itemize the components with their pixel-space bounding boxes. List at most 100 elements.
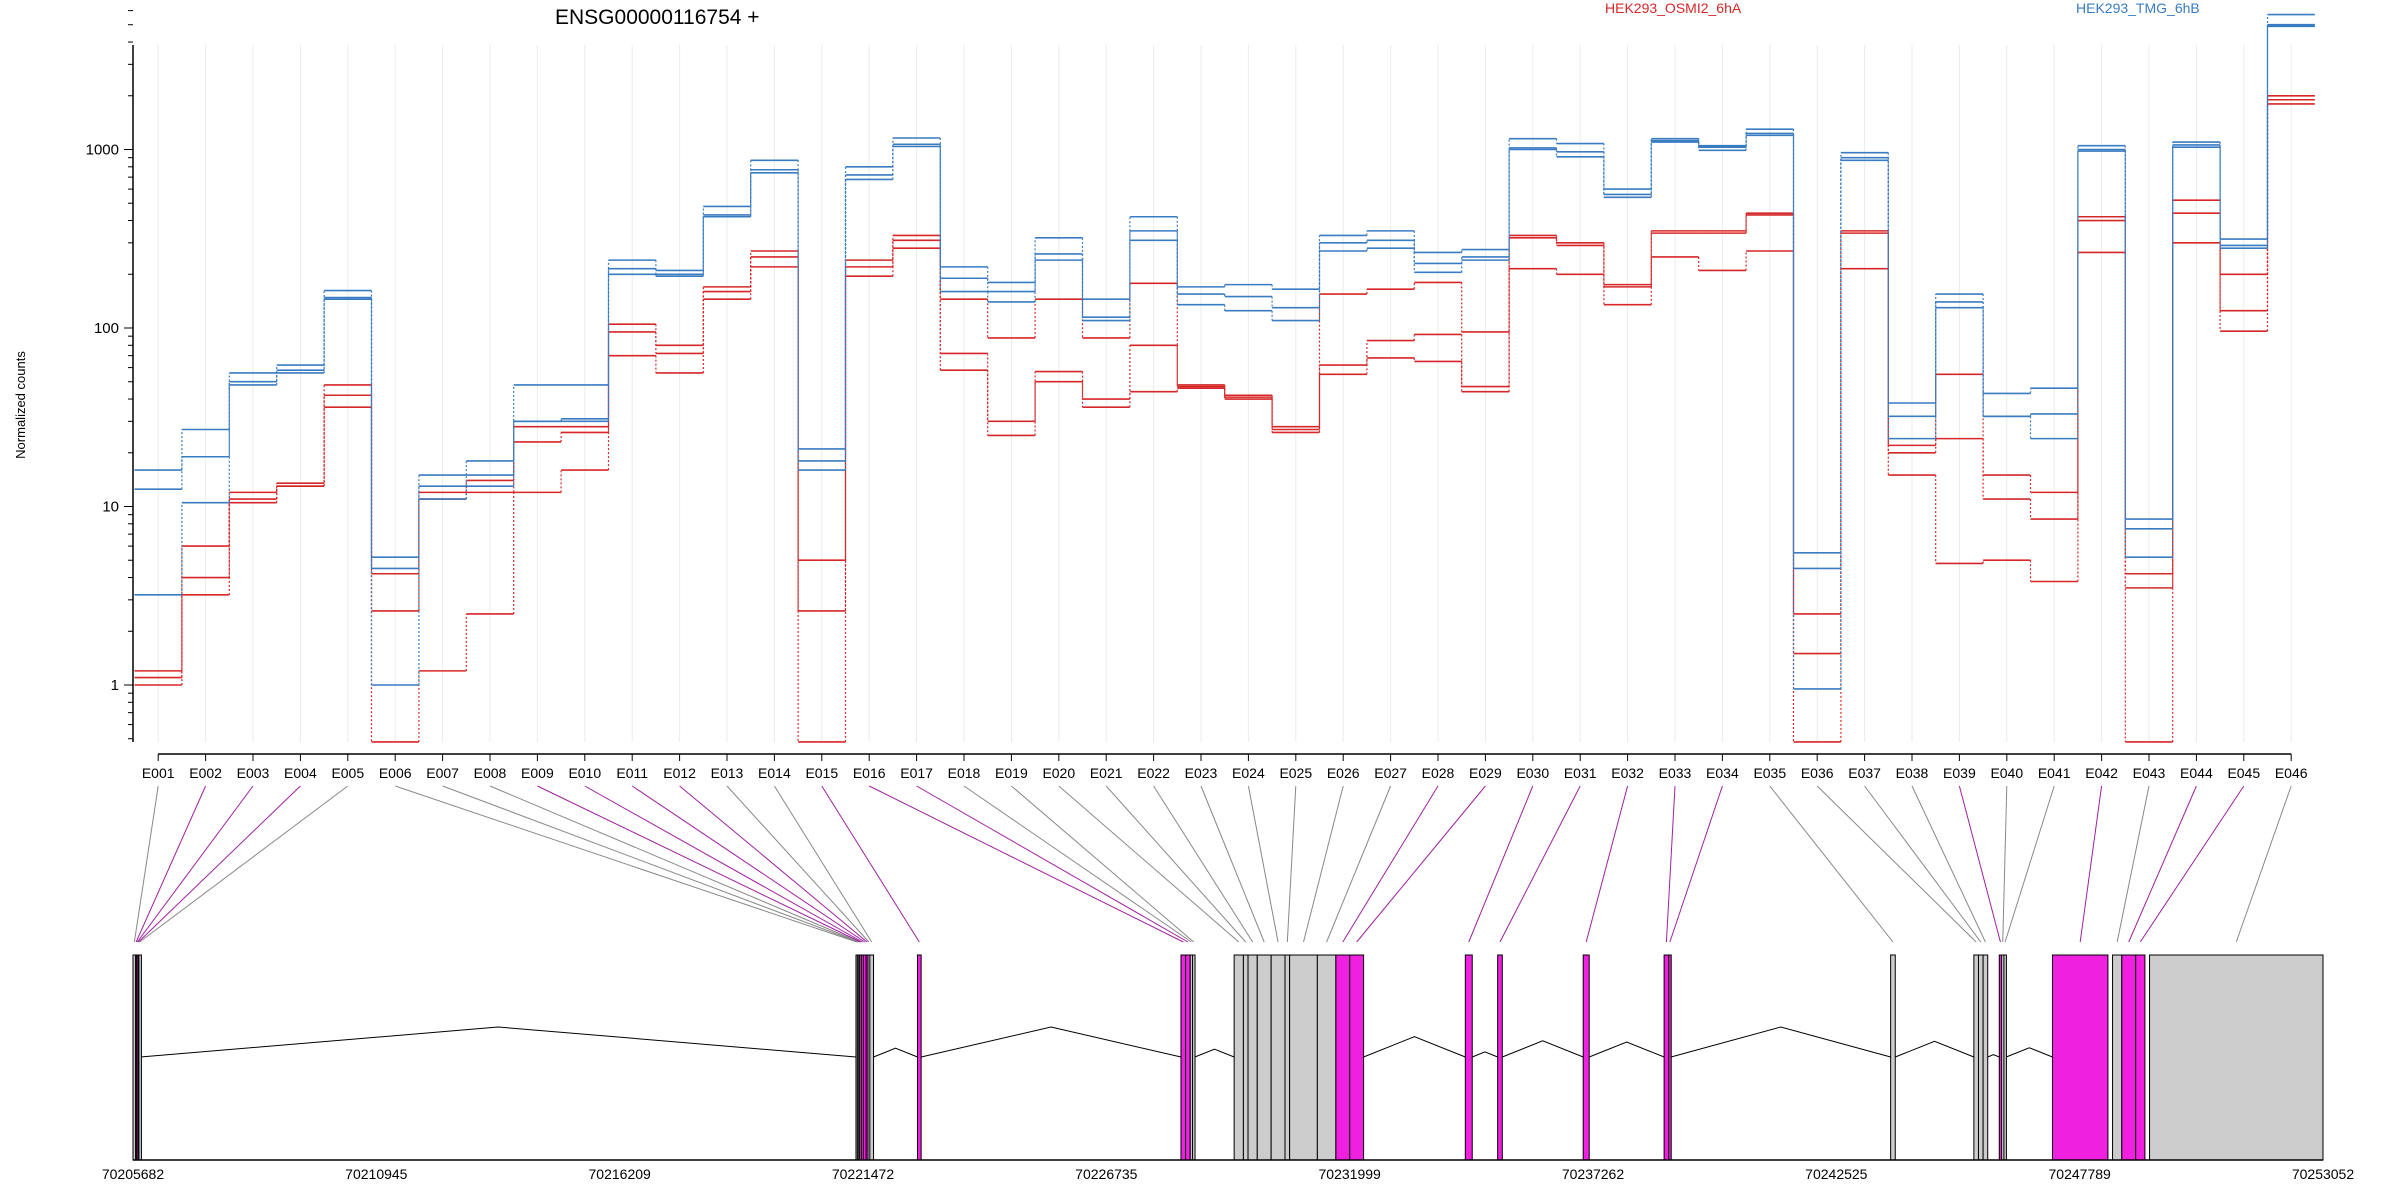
x-tick-label: E031 — [1564, 765, 1597, 781]
exon-link — [1303, 785, 1344, 943]
exon-box — [1464, 954, 1473, 1161]
exon-link — [631, 785, 866, 943]
x-tick-label: E011 — [616, 765, 648, 781]
exon-link — [1105, 785, 1247, 943]
exon-link — [1286, 785, 1297, 943]
x-tick-label: E015 — [805, 765, 838, 781]
exon-link — [1011, 785, 1195, 943]
genomic-tick-label: 70226735 — [1075, 1166, 1138, 1182]
x-tick-label: E028 — [1422, 765, 1455, 781]
exon-box — [1349, 954, 1365, 1161]
genomic-tick-label: 70247789 — [2049, 1166, 2112, 1182]
genomic-tick-label: 70237262 — [1562, 1166, 1625, 1182]
x-tick-label: E019 — [995, 765, 1028, 781]
exon-box — [2051, 954, 2109, 1161]
x-tick-label: E016 — [853, 765, 886, 781]
exon-link — [1058, 785, 1240, 943]
exon-link — [2235, 785, 2292, 943]
exon-box — [1242, 954, 1249, 1161]
intron-line — [1589, 1041, 1665, 1058]
exon-link — [2139, 785, 2245, 943]
exon-box — [2149, 954, 2324, 1161]
exon-link — [963, 785, 1192, 943]
x-tick-label: E029 — [1469, 765, 1502, 781]
exon-box — [1582, 954, 1590, 1161]
exon-box — [2121, 954, 2137, 1161]
exon-box — [2003, 954, 2007, 1161]
y-axis-label: Normalized counts — [13, 351, 28, 459]
exon-links — [133, 785, 2292, 943]
x-tick-label: E043 — [2133, 765, 2166, 781]
x-tick-label: E032 — [1611, 765, 1644, 781]
exon-box — [1335, 954, 1351, 1161]
chart-title: ENSG00000116754 + — [555, 6, 760, 29]
exon-link — [1958, 785, 2001, 943]
x-tick-label: E025 — [1279, 765, 1312, 781]
y-tick-label: 10 — [102, 499, 119, 516]
exon-box — [1668, 954, 1672, 1161]
x-tick-label: E041 — [2038, 765, 2071, 781]
x-tick-label: E017 — [900, 765, 933, 781]
x-tick-label: E037 — [1848, 765, 1881, 781]
exon-box — [1973, 954, 1979, 1161]
exon-link — [1326, 785, 1392, 943]
intron-line — [1502, 1040, 1584, 1058]
exon-link — [1816, 785, 1977, 943]
x-tick-label: E010 — [568, 765, 601, 781]
legend-entry-tmg: HEK293_TMG_6hB — [2076, 0, 2200, 16]
x-tick-label: E038 — [1896, 765, 1929, 781]
x-tick-label: E013 — [711, 765, 744, 781]
y-tick-label: 1 — [111, 677, 119, 694]
exon-box — [2112, 954, 2123, 1161]
x-tick-label: E014 — [758, 765, 791, 781]
x-tick-label: E024 — [1232, 765, 1265, 781]
intron-line — [921, 1026, 1182, 1058]
exon-link — [1585, 785, 1629, 943]
x-tick-label: E002 — [189, 765, 222, 781]
exon-link — [138, 785, 301, 943]
axes: 1 10 100 1000 E001 E002 E003 E004 E005 E006 E007 E0… — [86, 10, 2308, 781]
exon-link — [1499, 785, 1581, 943]
exon-link — [1665, 785, 1676, 943]
genomic-tick-label: 70253052 — [2292, 1166, 2355, 1182]
exon-box — [1289, 954, 1318, 1161]
x-tick-label: E040 — [1990, 765, 2023, 781]
grid — [157, 45, 2292, 742]
genomic-tick-label: 70216209 — [589, 1166, 652, 1182]
exon-link — [868, 785, 1184, 943]
exon-link — [1356, 785, 1486, 943]
exon-link — [1247, 785, 1279, 943]
x-tick-label: E021 — [1090, 765, 1123, 781]
x-tick-label: E026 — [1327, 765, 1360, 781]
exon-link — [1468, 785, 1534, 943]
exon-link — [133, 785, 159, 943]
x-tick-label: E042 — [2085, 765, 2118, 781]
exon-box — [1185, 954, 1191, 1161]
exon-link — [537, 785, 861, 943]
exon-link — [2116, 785, 2150, 943]
exon-link — [135, 785, 207, 943]
y-tick-label: 100 — [94, 320, 119, 337]
x-tick-label: E018 — [948, 765, 981, 781]
genomic-tick-label: 70221472 — [832, 1166, 895, 1182]
exon-link — [1769, 785, 1894, 943]
genomic-tick-label: 70210945 — [345, 1166, 408, 1182]
intron-line — [1472, 1051, 1498, 1058]
x-tick-label: E046 — [2275, 765, 2308, 781]
exon-link — [2128, 785, 2197, 943]
intron-line — [1670, 1026, 1891, 1058]
x-tick-label: E004 — [284, 765, 317, 781]
exon-box — [869, 954, 875, 1161]
exon-link — [584, 785, 863, 943]
series-layer — [134, 13, 2315, 743]
x-tick-label: E008 — [474, 765, 507, 781]
x-tick-label: E003 — [237, 765, 270, 781]
x-tick-label: E045 — [2227, 765, 2260, 781]
exon-box — [1192, 954, 1196, 1161]
exon-box — [1977, 954, 1984, 1161]
exon-box — [1256, 954, 1272, 1161]
exon-link — [679, 785, 868, 943]
exon-box — [1316, 954, 1337, 1161]
x-tick-label: E012 — [663, 765, 696, 781]
